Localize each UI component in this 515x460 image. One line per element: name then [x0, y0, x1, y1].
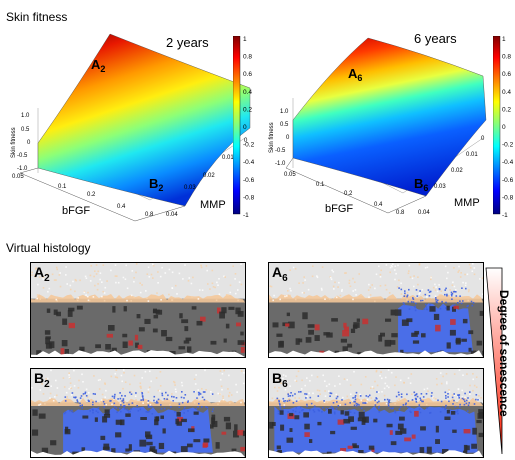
z-tick: -0.5 [275, 148, 286, 154]
svg-text:-0.6: -0.6 [502, 177, 514, 184]
svg-text:0.6: 0.6 [243, 71, 252, 78]
svg-text:-0.4: -0.4 [243, 159, 255, 166]
y-tick: 0.01 [466, 152, 478, 158]
z-tick: -0.5 [17, 153, 28, 159]
svg-text:-0.8: -0.8 [243, 194, 255, 201]
svg-text:0.8: 0.8 [243, 54, 252, 61]
senescence-wedge [485, 267, 503, 455]
z-tick: 0 [286, 135, 290, 141]
z-tick: 0 [27, 140, 31, 146]
virtual-histology-title: Virtual histology [6, 241, 91, 255]
point-label-top: A6 [348, 66, 362, 83]
svg-text:-0.8: -0.8 [502, 194, 514, 201]
z-axis-label: Skin fitness [11, 127, 17, 158]
svg-text:0.2: 0.2 [502, 106, 511, 113]
panel-label: A6 [272, 264, 288, 284]
z-axis-label: Skin fitness [269, 122, 275, 153]
svg-text:0.4: 0.4 [502, 89, 511, 96]
histology-panel: A6 [268, 262, 484, 358]
fitness-surface [292, 37, 487, 197]
x-tick: 0.8 [145, 212, 154, 218]
histology-panel: B6 [268, 368, 484, 458]
x-tick: 0.2 [344, 191, 353, 197]
y-tick: 0 [481, 136, 485, 142]
panel-label: B2 [34, 370, 50, 390]
y-axis-label: MMP [454, 197, 480, 209]
histology-panel: A2 [30, 262, 246, 358]
year-label: 2 years [166, 35, 209, 50]
point-label-top: A2 [91, 57, 105, 74]
point-label-bottom: B6 [414, 176, 428, 193]
svg-text:0: 0 [502, 124, 506, 131]
svg-text:1: 1 [502, 36, 506, 43]
y-tick: 0.02 [451, 168, 463, 174]
y-tick: 0.01 [222, 155, 234, 161]
x-tick: 0.4 [117, 204, 126, 210]
x-tick: 0.8 [396, 210, 405, 216]
histology-panel: B2 [30, 368, 246, 458]
y-axis-label: MMP [200, 199, 226, 211]
svg-text:-1: -1 [502, 212, 508, 219]
svg-text:-0.2: -0.2 [502, 142, 514, 149]
z-tick: 1.0 [280, 109, 289, 115]
z-tick: 0.5 [280, 122, 289, 128]
skin-fitness-title: Skin fitness [6, 10, 68, 24]
x-tick: 0.05 [284, 172, 296, 178]
x-tick: 0.1 [58, 184, 67, 190]
y-tick: 0.04 [166, 212, 178, 218]
surface-plot-6-years: 1.0 0.5 0 -0.5 -1.0 Skin fitness 0.05 0.… [269, 31, 487, 216]
x-tick: 0.2 [87, 192, 96, 198]
senescence-label: Degree of senescence [497, 290, 511, 417]
svg-text:0.8: 0.8 [502, 54, 511, 61]
z-tick: 0.5 [21, 127, 30, 133]
y-tick: 0.02 [203, 173, 215, 179]
surface-plot-2-years: 1.0 0.5 0 -0.5 -1.0 Skin fitness 0.05 0.… [11, 33, 251, 222]
year-label: 6 years [414, 31, 457, 46]
y-tick: 0.03 [434, 184, 446, 190]
y-tick: 0.04 [418, 210, 430, 216]
svg-text:0: 0 [243, 124, 247, 131]
panel-label: A2 [34, 264, 50, 284]
z-tick: -1.0 [17, 166, 28, 172]
y-tick: 0.03 [184, 185, 196, 191]
x-tick: 0.4 [374, 202, 383, 208]
svg-text:-1: -1 [243, 212, 249, 219]
svg-text:-0.6: -0.6 [243, 177, 255, 184]
x-axis-label: bFGF [325, 203, 353, 215]
svg-text:0.2: 0.2 [243, 106, 252, 113]
x-axis-label: bFGF [62, 205, 90, 217]
point-label-bottom: B2 [149, 176, 163, 193]
svg-text:-0.4: -0.4 [502, 159, 514, 166]
colorbar-6-years: 1 0.8 0.6 0.4 0.2 0 -0.2 -0.4 -0.6 -0.8 … [493, 36, 514, 219]
y-tick: 0 [244, 138, 248, 144]
svg-text:-0.2: -0.2 [243, 142, 255, 149]
svg-text:1: 1 [243, 36, 247, 43]
colorbar-2-years: 1 0.8 0.6 0.4 0.2 0 -0.2 -0.4 -0.6 -0.8 … [233, 36, 255, 219]
panel-label: B6 [272, 370, 288, 390]
x-tick: 0.1 [316, 182, 325, 188]
z-tick: 1.0 [21, 113, 30, 119]
x-tick: 0.05 [12, 174, 24, 180]
svg-text:0.4: 0.4 [243, 89, 252, 96]
svg-text:0.6: 0.6 [502, 71, 511, 78]
fitness-surface [37, 33, 251, 207]
z-tick: -1.0 [275, 161, 286, 167]
